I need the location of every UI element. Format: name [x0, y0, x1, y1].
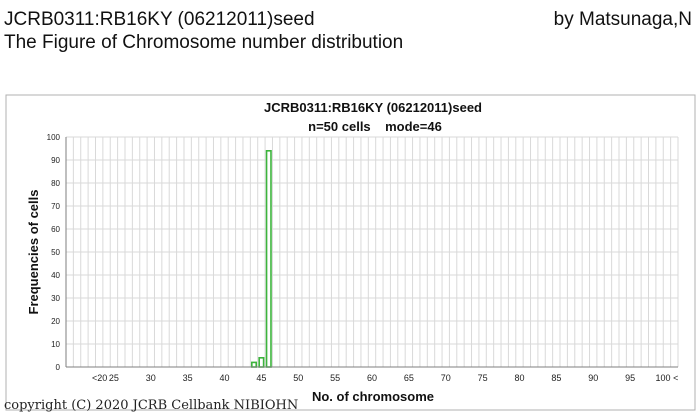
x-tick-label: 50: [293, 373, 303, 383]
copyright-notice: copyright (C) 2020 JCRB Cellbank NIBIOHN: [4, 398, 299, 413]
y-tick-label: 50: [51, 248, 60, 257]
x-tick-label: 45: [256, 373, 266, 383]
y-tick-label: 80: [51, 179, 60, 188]
grid-lines: [66, 136, 679, 367]
x-tick-label: 30: [146, 373, 156, 383]
y-tick-labels: 0 10 20 30 40 50 60 70 80 90 100: [47, 133, 61, 372]
y-tick-label: 20: [51, 317, 60, 326]
x-tick-label: 35: [183, 373, 193, 383]
x-tick-label: 100 <: [656, 373, 679, 383]
axes: [65, 137, 678, 368]
y-axis-label: Frequencies of cells: [26, 190, 41, 315]
x-tick-labels: <20 25 30 35 40 45 50 55 60 65 70 75 80 85 90 95 100 <: [92, 373, 678, 383]
chart-title: JCRB0311:RB16KY (06212011)seed: [264, 100, 482, 115]
bar-45: [258, 356, 265, 368]
page-title: JCRB0311:RB16KY (06212011)seed: [4, 9, 315, 30]
y-tick-label: 40: [51, 271, 60, 280]
x-tick-label: 80: [514, 373, 524, 383]
x-tick-label: 95: [625, 373, 635, 383]
x-tick-label: 40: [220, 373, 230, 383]
y-tick-label: 30: [51, 294, 60, 303]
x-axis-label: No. of chromosome: [312, 389, 434, 404]
page-subtitle: The Figure of Chromosome number distribu…: [4, 32, 404, 53]
y-tick-label: 10: [51, 340, 60, 349]
chart-subtitle: n=50 cells mode=46: [308, 119, 442, 134]
y-tick-label: 100: [47, 133, 61, 142]
x-tick-label: 75: [478, 373, 488, 383]
x-tick-label: 60: [367, 373, 377, 383]
x-tick-label: 70: [441, 373, 451, 383]
y-tick-label: 0: [56, 363, 61, 372]
bar-46: [265, 150, 272, 368]
bar-44: [251, 361, 258, 368]
x-tick-label: 25: [109, 373, 119, 383]
y-tick-label: 90: [51, 156, 60, 165]
y-tick-label: 60: [51, 225, 60, 234]
x-tick-label: <20: [92, 373, 107, 383]
x-tick-label: 90: [588, 373, 598, 383]
x-tick-label: 65: [404, 373, 414, 383]
y-tick-label: 70: [51, 202, 60, 211]
x-tick-label: 55: [330, 373, 340, 383]
x-tick-label: 85: [551, 373, 561, 383]
author-credit: by Matsunaga,N: [553, 9, 692, 30]
